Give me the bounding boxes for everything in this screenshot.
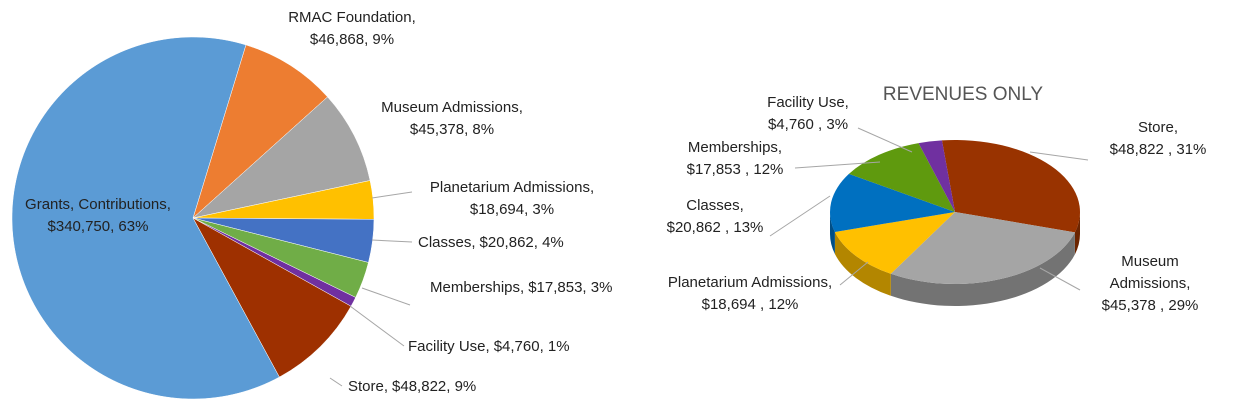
data-label: Museum Admissions, $45,378 , 29% (1102, 253, 1199, 314)
slice-side (1074, 212, 1080, 255)
data-label: Facility Use, $4,760 , 3% (767, 94, 849, 133)
data-label: Museum Admissions, $45,378, 8% (381, 99, 523, 138)
value-label: $4,760, 1% (494, 338, 570, 355)
leader-line (371, 191, 413, 199)
data-label: Classes, $20,862, 4% (418, 234, 564, 251)
category-label: Facility Use, (408, 338, 490, 355)
data-label: Planetarium Admissions, $18,694 , 12% (668, 274, 832, 313)
slice (830, 173, 955, 232)
category-label: Store, (1138, 119, 1178, 136)
leader-line (1039, 267, 1081, 291)
data-label: Memberships, $17,853, 3% (430, 279, 612, 296)
slice (918, 140, 955, 212)
slice (192, 217, 352, 378)
value-label: $20,862 , 13% (667, 219, 764, 236)
slice (834, 212, 955, 274)
category-label: Classes, (686, 197, 744, 214)
data-label: Classes, $20,862 , 13% (667, 197, 764, 236)
category-label: Store, (348, 378, 388, 395)
slice (848, 143, 955, 212)
value-label: $4,760 , 3% (768, 116, 848, 133)
chart-title: REVENUES ONLY (883, 84, 1043, 105)
value-label: $45,378, 8% (410, 121, 494, 138)
category-label: Museum Admissions, (381, 99, 523, 116)
category-label: Planetarium Admissions, (668, 274, 832, 291)
leader-line (839, 261, 869, 286)
category-label: Planetarium Admissions, (430, 179, 594, 196)
data-label: Memberships, $17,853 , 12% (687, 139, 784, 178)
category-label: Classes, (418, 234, 476, 251)
category-label: Grants, Contributions, (25, 196, 171, 213)
pie-chart: RMAC Foundation, $46,868, 9% Museum Admiss… (11, 9, 612, 400)
leader-line (329, 377, 343, 387)
leader-line (794, 161, 881, 169)
value-label: $46,868, 9% (310, 31, 394, 48)
category-label: Facility Use, (767, 94, 849, 111)
data-label: Planetarium Admissions, $18,694, 3% (430, 179, 594, 218)
category-label: Memberships, (430, 279, 524, 296)
category-label: Memberships, (688, 139, 782, 156)
slice (11, 36, 280, 400)
slice (192, 44, 328, 219)
value-label: $45,378 , 29% (1102, 297, 1199, 314)
value-label: $17,853, 3% (528, 279, 612, 296)
slice (890, 212, 1075, 284)
data-label: Store, $48,822, 9% (348, 378, 476, 395)
data-label: RMAC Foundation, $46,868, 9% (288, 9, 416, 48)
leader-line (361, 287, 411, 306)
leader-line (857, 127, 913, 153)
leader-line (1029, 151, 1089, 161)
pie-chart: REVENUES ONLY Store, $48,822 , 31% Museum Ad… (667, 84, 1207, 314)
category-label: Museum (1121, 253, 1179, 270)
slice-side (890, 232, 1075, 306)
leader-line (349, 305, 405, 347)
data-label: Grants, Contributions, $340,750, 63% (25, 196, 171, 235)
slice (941, 140, 1080, 233)
slice (192, 96, 371, 219)
value-label: $48,822 , 31% (1110, 141, 1207, 158)
category-label: RMAC Foundation, (288, 9, 416, 26)
value-label: $340,750, 63% (48, 218, 149, 235)
value-label: $20,862, 4% (480, 234, 564, 251)
value-label: $18,694 , 12% (702, 296, 799, 313)
value-label: $48,822, 9% (392, 378, 476, 395)
category-label: Admissions, (1110, 275, 1191, 292)
slice-side (830, 212, 835, 254)
value-label: $18,694, 3% (470, 201, 554, 218)
slice-side (834, 231, 891, 296)
leader-line (371, 239, 413, 243)
value-label: $17,853 , 12% (687, 161, 784, 178)
data-label: Store, $48,822 , 31% (1110, 119, 1207, 158)
leader-line (769, 195, 831, 237)
data-label: Facility Use, $4,760, 1% (408, 338, 570, 355)
